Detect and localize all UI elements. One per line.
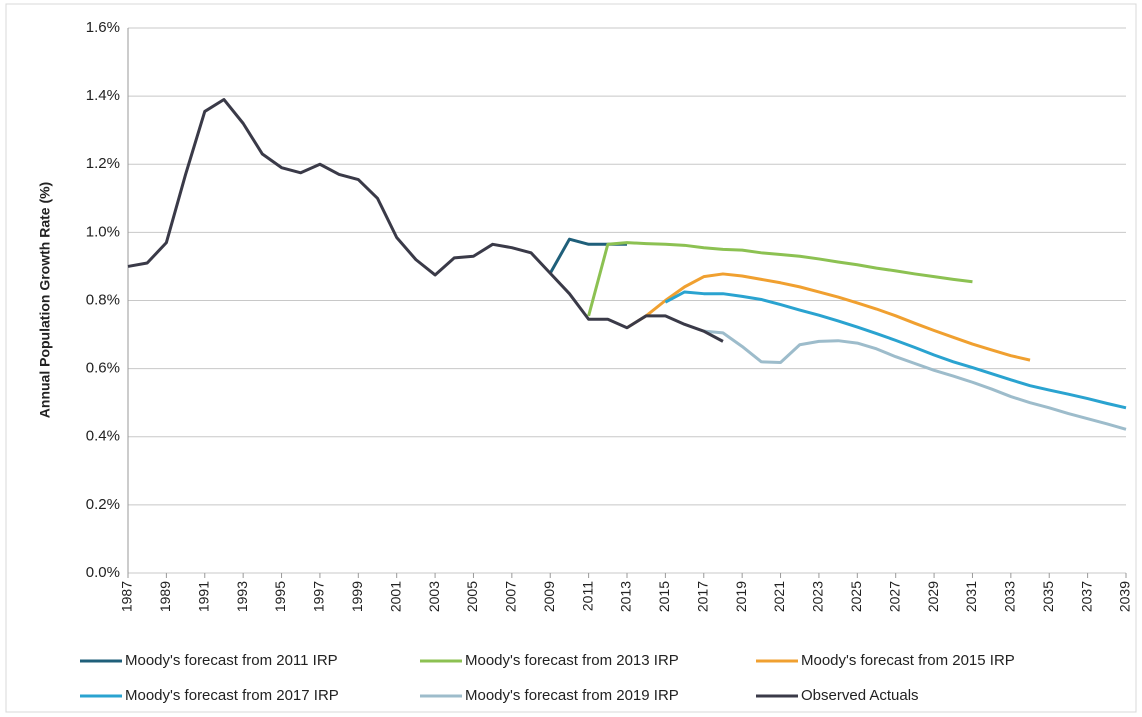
- legend-label: Moody's forecast from 2011 IRP: [125, 652, 338, 669]
- x-tick-label: 2001: [387, 581, 403, 612]
- x-tick-label: 2027: [886, 581, 902, 612]
- series-line: [626, 272, 1031, 362]
- legend-label: Moody's forecast from 2015 IRP: [801, 652, 1015, 669]
- x-tick-label: 2037: [1078, 581, 1094, 612]
- y-tick-label: 0.0%: [86, 564, 120, 581]
- x-tick-label: 2033: [1002, 581, 1018, 612]
- y-tick-label: 0.4%: [86, 428, 120, 445]
- x-tick-label: 1999: [349, 581, 365, 612]
- x-tick-label: 1993: [234, 581, 250, 612]
- x-tick-label: 2021: [771, 581, 787, 612]
- legend-label: Moody's forecast from 2019 IRP: [465, 687, 679, 704]
- x-tick-label: 2019: [733, 581, 749, 612]
- x-tick-label: 2011: [579, 581, 595, 611]
- x-tick-label: 2023: [810, 581, 826, 612]
- series-line: [587, 241, 973, 317]
- y-tick-label: 1.6%: [86, 19, 120, 36]
- x-tick-label: 2039: [1117, 581, 1133, 612]
- x-tick-label: 2013: [618, 581, 634, 612]
- y-tick-label: 0.2%: [86, 496, 120, 513]
- x-tick-label: 2015: [656, 581, 672, 612]
- y-tick-label: 0.8%: [86, 291, 120, 308]
- series-line: [664, 290, 1127, 410]
- y-axis-label: Annual Population Growth Rate (%): [37, 182, 53, 418]
- x-tick-label: 2029: [925, 581, 941, 612]
- y-tick-label: 1.4%: [86, 87, 120, 104]
- series-line: [127, 98, 724, 343]
- x-tick-label: 2025: [848, 581, 864, 612]
- x-tick-label: 2009: [541, 581, 557, 612]
- x-tick-label: 2005: [464, 581, 480, 612]
- y-tick-label: 1.2%: [86, 155, 120, 172]
- x-tick-label: 2007: [503, 581, 519, 612]
- x-tick-label: 2035: [1040, 581, 1056, 612]
- y-tick-label: 1.0%: [86, 223, 120, 240]
- x-tick-label: 1989: [157, 581, 173, 612]
- chart-frame: [5, 3, 1137, 713]
- x-tick-label: 1991: [195, 581, 211, 612]
- x-tick-label: 1987: [119, 581, 135, 612]
- x-tick-label: 1995: [272, 581, 288, 612]
- x-tick-label: 2017: [694, 581, 710, 612]
- x-tick-label: 2003: [426, 581, 442, 612]
- x-tick-label: 2031: [963, 581, 979, 612]
- legend-label: Observed Actuals: [801, 687, 919, 704]
- y-tick-label: 0.6%: [86, 360, 120, 377]
- series-line: [703, 329, 1127, 431]
- legend-label: Moody's forecast from 2013 IRP: [465, 652, 679, 669]
- x-tick-label: 1997: [311, 581, 327, 612]
- legend-label: Moody's forecast from 2017 IRP: [125, 687, 339, 704]
